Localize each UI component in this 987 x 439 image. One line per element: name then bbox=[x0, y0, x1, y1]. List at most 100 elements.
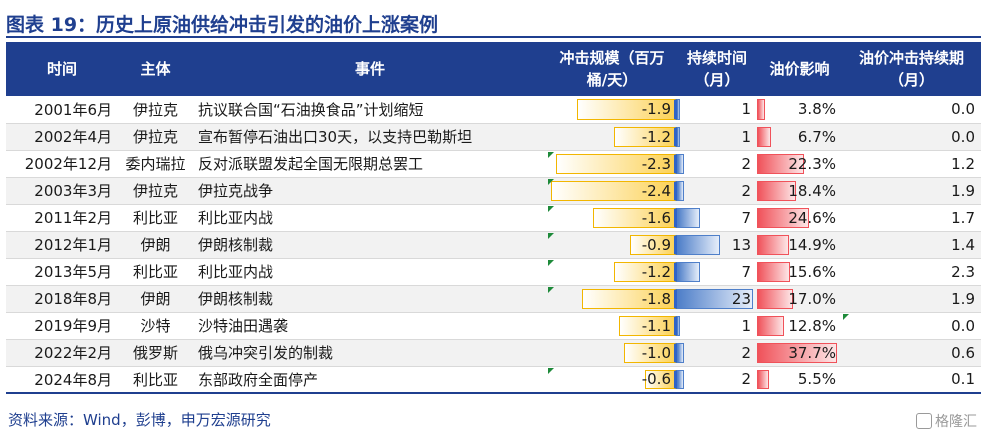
table-row: 2018年8月 伊朗 伊朗核制裁 -1.8 23 17.0% 1.9 bbox=[6, 285, 981, 313]
header-shock-duration-line1: 油价冲击持续期 bbox=[858, 49, 964, 67]
cell-subject: 伊拉克 bbox=[118, 96, 193, 124]
cell-shock: -1.0 bbox=[547, 339, 677, 367]
header-shock-line2: 桶/天） bbox=[586, 71, 638, 89]
cell-event: 伊朗核制裁 bbox=[193, 231, 547, 259]
header-duration-line2: （月） bbox=[694, 71, 740, 89]
cell-shock-duration: 1.2 bbox=[842, 150, 981, 178]
shock-value: -2.3 bbox=[641, 154, 671, 173]
duration-bar bbox=[677, 180, 684, 201]
cell-date: 2003年3月 bbox=[6, 177, 118, 205]
cell-date: 2024年8月 bbox=[6, 366, 118, 394]
cell-shock-duration: 0.1 bbox=[842, 366, 981, 394]
cell-flag-marker bbox=[548, 151, 554, 158]
impact-value: 37.7% bbox=[788, 343, 836, 362]
watermark-logo: 格隆汇 bbox=[916, 411, 977, 431]
source-note: 资料来源：Wind，彭博，申万宏源研究 bbox=[8, 411, 271, 429]
impact-bar bbox=[757, 315, 784, 336]
shock-value: -1.2 bbox=[641, 127, 671, 146]
cell-shock: -2.4 bbox=[547, 177, 677, 205]
cell-impact: 18.4% bbox=[757, 177, 842, 205]
header-shock-duration-line2: （月） bbox=[888, 71, 934, 89]
cell-duration: 7 bbox=[677, 258, 757, 286]
duration-bar bbox=[677, 342, 684, 363]
duration-bar bbox=[677, 369, 684, 389]
shock-bar bbox=[614, 126, 677, 147]
shock-value: -0.6 bbox=[641, 370, 671, 389]
cell-duration: 23 bbox=[677, 285, 757, 313]
cell-duration: 2 bbox=[677, 339, 757, 367]
logo-text: 格隆汇 bbox=[935, 414, 977, 430]
shock-bar bbox=[556, 153, 677, 174]
cell-shock-duration: 0.6 bbox=[842, 339, 981, 367]
duration-value: 2 bbox=[741, 181, 751, 200]
cell-subject: 利比亚 bbox=[118, 366, 193, 394]
cell-flag-marker bbox=[548, 259, 554, 266]
duration-bar bbox=[677, 207, 700, 228]
shock-value: -1.9 bbox=[641, 100, 671, 119]
impact-bar bbox=[757, 180, 796, 201]
shock-value: -1.0 bbox=[641, 343, 671, 362]
cell-subject: 沙特 bbox=[118, 312, 193, 340]
oil-supply-shock-table: 时间 主体 事件 冲击规模（百万 桶/天） 持续时间 （月） 油价影响 油价冲击持续… bbox=[6, 42, 981, 394]
table-body: 2001年6月 伊拉克 抗议联合国“石油换食品”计划缩短 -1.9 1 3.8% 0.0 20… bbox=[6, 96, 981, 394]
impact-bar bbox=[757, 261, 790, 282]
cell-shock: -1.6 bbox=[547, 204, 677, 232]
cell-shock: -0.6 bbox=[547, 366, 677, 394]
cell-flag-marker bbox=[548, 178, 554, 185]
duration-bar bbox=[677, 234, 720, 255]
shock-bar bbox=[645, 369, 677, 389]
cell-impact: 14.9% bbox=[757, 231, 842, 259]
duration-value: 2 bbox=[741, 370, 751, 389]
impact-bar bbox=[757, 207, 809, 228]
cell-shock-duration: 0.0 bbox=[842, 312, 981, 340]
duration-bar bbox=[677, 261, 700, 282]
cell-duration: 1 bbox=[677, 312, 757, 340]
shock-bar bbox=[614, 261, 677, 282]
shock-bar bbox=[619, 315, 677, 336]
cell-date: 2013年5月 bbox=[6, 258, 118, 286]
cell-event: 东部政府全面停产 bbox=[193, 366, 547, 394]
cell-event: 利比亚内战 bbox=[193, 204, 547, 232]
cell-event: 抗议联合国“石油换食品”计划缩短 bbox=[193, 96, 547, 124]
duration-value: 1 bbox=[741, 316, 751, 335]
cell-duration: 7 bbox=[677, 204, 757, 232]
cell-subject: 伊拉克 bbox=[118, 177, 193, 205]
duration-bar bbox=[677, 315, 680, 336]
impact-value: 24.6% bbox=[788, 208, 836, 227]
duration-value: 23 bbox=[731, 289, 751, 308]
cell-impact: 5.5% bbox=[757, 366, 842, 394]
shock-bar bbox=[582, 288, 677, 309]
cell-event: 伊拉克战争 bbox=[193, 177, 547, 205]
shock-bar bbox=[577, 99, 677, 120]
duration-bar bbox=[677, 153, 684, 174]
cell-shock-duration: 1.4 bbox=[842, 231, 981, 259]
shock-bar bbox=[551, 180, 677, 201]
cell-shock-duration: 1.9 bbox=[842, 177, 981, 205]
cell-shock: -1.2 bbox=[547, 258, 677, 286]
cell-shock: -1.2 bbox=[547, 123, 677, 151]
table-row: 2012年1月 伊朗 伊朗核制裁 -0.9 13 14.9% 1.4 bbox=[6, 231, 981, 259]
cell-date: 2018年8月 bbox=[6, 285, 118, 313]
cell-date: 2002年4月 bbox=[6, 123, 118, 151]
logo-icon bbox=[916, 413, 932, 429]
impact-bar bbox=[757, 342, 837, 363]
duration-value: 7 bbox=[741, 208, 751, 227]
cell-event: 反对派联盟发起全国无限期总罢工 bbox=[193, 150, 547, 178]
cell-flag-marker bbox=[548, 367, 554, 374]
cell-flag-marker bbox=[548, 286, 554, 293]
cell-subject: 伊朗 bbox=[118, 231, 193, 259]
figure-title: 图表 19：历史上原油供给冲击引发的油价上涨案例 bbox=[6, 14, 439, 36]
cell-date: 2019年9月 bbox=[6, 312, 118, 340]
cell-duration: 1 bbox=[677, 123, 757, 151]
shock-value: -2.4 bbox=[641, 181, 671, 200]
impact-bar bbox=[757, 99, 765, 120]
impact-value: 22.3% bbox=[788, 154, 836, 173]
impact-value: 5.5% bbox=[797, 370, 836, 389]
table-row: 2013年5月 利比亚 利比亚内战 -1.2 7 15.6% 2.3 bbox=[6, 258, 981, 286]
cell-impact: 15.6% bbox=[757, 258, 842, 286]
cell-shock: -0.9 bbox=[547, 231, 677, 259]
cell-duration: 2 bbox=[677, 366, 757, 394]
cell-date: 2022年2月 bbox=[6, 339, 118, 367]
cell-shock: -1.8 bbox=[547, 285, 677, 313]
duration-value: 2 bbox=[741, 154, 751, 173]
